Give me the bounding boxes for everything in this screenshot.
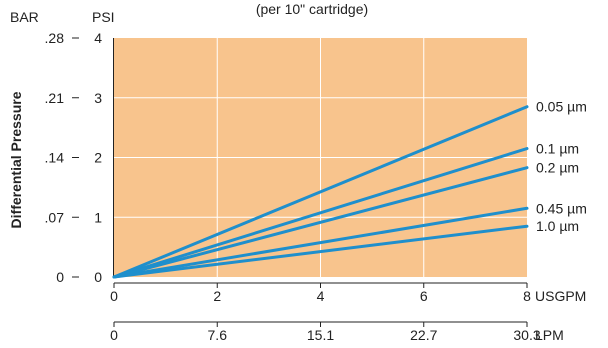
y-tick-label-psi: 0: [94, 269, 102, 285]
y-tick-label-psi: 4: [94, 30, 102, 46]
series-label: 0.2 µm: [536, 160, 579, 176]
y-tick-label-psi: 2: [94, 150, 102, 166]
y-unit-psi: PSI: [92, 9, 115, 25]
x-unit-lpm: LPM: [535, 327, 564, 343]
series-line: [112, 105, 529, 279]
y-tick-label-bar: .21: [45, 90, 65, 106]
y-tick-label-bar: 0: [56, 269, 64, 285]
series-label: 0.05 µm: [536, 99, 587, 115]
series-line: [112, 166, 529, 279]
x-tick-label-usgpm: 2: [213, 288, 221, 304]
y-tick-label-psi: 1: [94, 209, 102, 225]
x-tick-label-usgpm: 4: [317, 288, 325, 304]
y-tick-label-bar: .14: [45, 150, 65, 166]
x-tick-label-lpm: 22.7: [410, 327, 437, 343]
series-line: [112, 147, 529, 279]
series-label: 1.0 µm: [536, 218, 579, 234]
chart-title: (per 10" cartridge): [256, 1, 368, 17]
x-tick-label-lpm: 30.3: [513, 327, 540, 343]
y-tick-label-bar: .07: [45, 209, 65, 225]
x-tick-label-usgpm: 8: [523, 288, 531, 304]
series-line: [112, 206, 529, 279]
x-tick-label-lpm: 0: [110, 327, 118, 343]
x-tick-label-usgpm: 6: [420, 288, 428, 304]
y-tick-label-psi: 3: [94, 90, 102, 106]
series-line: [112, 224, 529, 279]
x-tick-label-lpm: 7.6: [208, 327, 228, 343]
y-axis-label: Differential Pressure: [8, 91, 24, 228]
y-unit-bar: BAR: [10, 9, 39, 25]
series-label: 0.1 µm: [536, 141, 579, 157]
x-unit-usgpm: USGPM: [535, 288, 586, 304]
x-tick-label-usgpm: 0: [110, 288, 118, 304]
y-tick-label-bar: .28: [45, 30, 65, 46]
x-tick-label-lpm: 15.1: [307, 327, 334, 343]
series-label: 0.45 µm: [536, 200, 587, 216]
